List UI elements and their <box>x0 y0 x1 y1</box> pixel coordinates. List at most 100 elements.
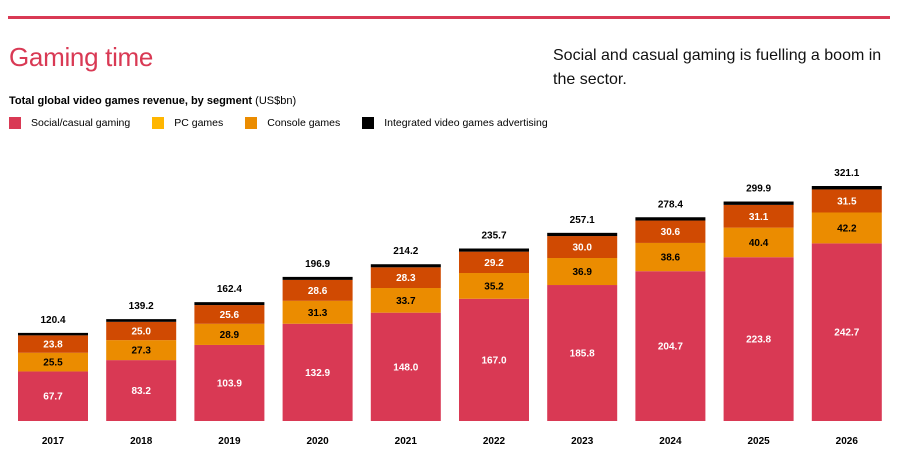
value-label-social-casual: 223.8 <box>746 335 771 346</box>
bar-segment-social-casual <box>370 312 441 421</box>
x-tick-label: 2018 <box>130 436 153 447</box>
chart-subtitle-unit: (US$bn) <box>252 95 297 107</box>
bar-group-2021: 148.0 33.7 28.3 214.2 2021 <box>370 246 441 447</box>
bar-segment-console-games <box>723 204 794 228</box>
bar-segment-social-casual <box>106 360 177 421</box>
bar-segment-advertising <box>370 264 441 268</box>
bar-segment-console-games <box>282 279 353 301</box>
legend-item-console: Console games <box>245 117 340 129</box>
x-tick-label: 2021 <box>395 436 418 447</box>
bar-segment-social-casual <box>811 243 882 421</box>
legend-label-console: Console games <box>267 117 341 129</box>
bar-segment-advertising <box>106 319 177 322</box>
value-label-console-games: 30.6 <box>661 227 681 238</box>
value-label-pc-games: 42.2 <box>837 223 857 234</box>
value-label-console-games: 25.6 <box>220 310 240 321</box>
value-label-social-casual: 167.0 <box>481 355 506 366</box>
total-label: 278.4 <box>658 199 683 210</box>
bar-segment-advertising <box>18 332 88 336</box>
bar-segment-console-games <box>106 321 177 341</box>
total-label: 196.9 <box>305 259 330 270</box>
bar-segment-social-casual <box>459 298 529 421</box>
bar-group-2025: 223.8 40.4 31.1 299.9 2025 <box>723 184 794 447</box>
value-label-pc-games: 33.7 <box>396 296 416 307</box>
bar-segment-console-games <box>18 335 88 353</box>
value-label-social-casual: 242.7 <box>834 328 859 339</box>
total-label: 162.4 <box>217 284 242 295</box>
bar-segment-pc-games <box>194 323 265 345</box>
bar-segment-advertising <box>811 186 882 190</box>
bar-group-2017: 67.7 25.5 23.8 120.4 2017 <box>18 315 88 447</box>
x-tick-label: 2022 <box>483 436 506 447</box>
legend-swatch-social <box>9 117 21 129</box>
total-label: 120.4 <box>40 315 65 326</box>
value-label-social-casual: 204.7 <box>658 342 683 353</box>
value-label-social-casual: 148.0 <box>393 362 418 373</box>
total-label: 235.7 <box>481 231 506 242</box>
x-tick-label: 2019 <box>218 436 241 447</box>
page-title: Gaming time <box>9 42 154 72</box>
legend-swatch-advertising <box>362 117 375 129</box>
legend-label-pc: PC games <box>174 117 224 129</box>
bar-group-2023: 185.8 36.9 30.0 257.1 2023 <box>547 215 618 447</box>
bar-segment-console-games <box>811 189 882 213</box>
bar-segment-console-games <box>194 305 265 324</box>
x-tick-label: 2017 <box>42 436 65 447</box>
total-label: 321.1 <box>834 168 859 179</box>
bar-segment-console-games <box>459 251 529 274</box>
bar-group-2019: 103.9 28.9 25.6 162.4 2019 <box>194 284 265 447</box>
chart-legend: Social/casual gaming PC games Console ga… <box>9 117 570 129</box>
bar-segment-social-casual <box>547 285 618 421</box>
value-label-console-games: 25.0 <box>131 326 151 337</box>
value-label-social-casual: 67.7 <box>43 392 63 403</box>
bar-group-2022: 167.0 35.2 29.2 235.7 2022 <box>459 231 529 447</box>
bar-segment-pc-games <box>547 258 618 286</box>
bar-segment-advertising <box>459 248 529 252</box>
x-tick-label: 2026 <box>836 436 859 447</box>
bar-segment-console-games <box>547 236 618 259</box>
bar-segment-pc-games <box>723 227 794 258</box>
bar-segment-social-casual <box>635 271 706 421</box>
value-label-social-casual: 132.9 <box>305 368 330 379</box>
value-label-social-casual: 83.2 <box>131 386 151 397</box>
bar-segment-social-casual <box>282 323 353 421</box>
value-label-console-games: 29.2 <box>484 258 504 269</box>
legend-item-advertising: Integrated video games advertising <box>362 117 548 129</box>
bar-group-2020: 132.9 31.3 28.6 196.9 2020 <box>282 259 353 447</box>
x-tick-label: 2024 <box>659 436 682 447</box>
bar-segment-pc-games <box>635 242 706 272</box>
legend-item-social: Social/casual gaming <box>9 117 130 129</box>
x-tick-label: 2025 <box>747 436 770 447</box>
value-label-pc-games: 38.6 <box>661 253 681 264</box>
total-label: 299.9 <box>746 184 771 195</box>
value-label-social-casual: 185.8 <box>570 349 595 360</box>
total-label: 214.2 <box>393 246 418 257</box>
bar-segment-console-games <box>635 220 706 243</box>
legend-label-social: Social/casual gaming <box>31 117 131 129</box>
bar-segment-advertising <box>282 276 353 280</box>
value-label-console-games: 28.3 <box>396 273 416 284</box>
chart-subtitle-bold: Total global video games revenue, by seg… <box>9 95 253 107</box>
bar-segment-console-games <box>370 267 441 289</box>
bar-group-2018: 83.2 27.3 25.0 139.2 2018 <box>106 301 177 447</box>
bar-segment-pc-games <box>106 340 177 361</box>
value-label-console-games: 30.0 <box>572 243 592 254</box>
bar-segment-advertising <box>194 302 265 306</box>
summary-text: Social and casual gaming is fuelling a b… <box>553 47 882 88</box>
bar-segment-pc-games <box>282 300 353 324</box>
total-label: 139.2 <box>129 301 154 312</box>
total-label: 257.1 <box>570 215 595 226</box>
bar-segment-social-casual <box>723 257 794 421</box>
bar-group-2024: 204.7 38.6 30.6 278.4 2024 <box>635 199 706 447</box>
bar-segment-advertising <box>723 201 794 205</box>
value-label-social-casual: 103.9 <box>217 378 242 389</box>
bar-segment-pc-games <box>459 273 529 299</box>
x-tick-label: 2020 <box>306 436 329 447</box>
bar-segment-advertising <box>547 232 618 237</box>
value-label-console-games: 28.6 <box>308 286 328 297</box>
value-label-console-games: 31.5 <box>837 196 857 207</box>
value-label-pc-games: 31.3 <box>308 308 328 319</box>
value-label-pc-games: 36.9 <box>572 267 592 278</box>
bar-segment-pc-games <box>370 288 441 313</box>
legend-swatch-console <box>245 117 258 129</box>
